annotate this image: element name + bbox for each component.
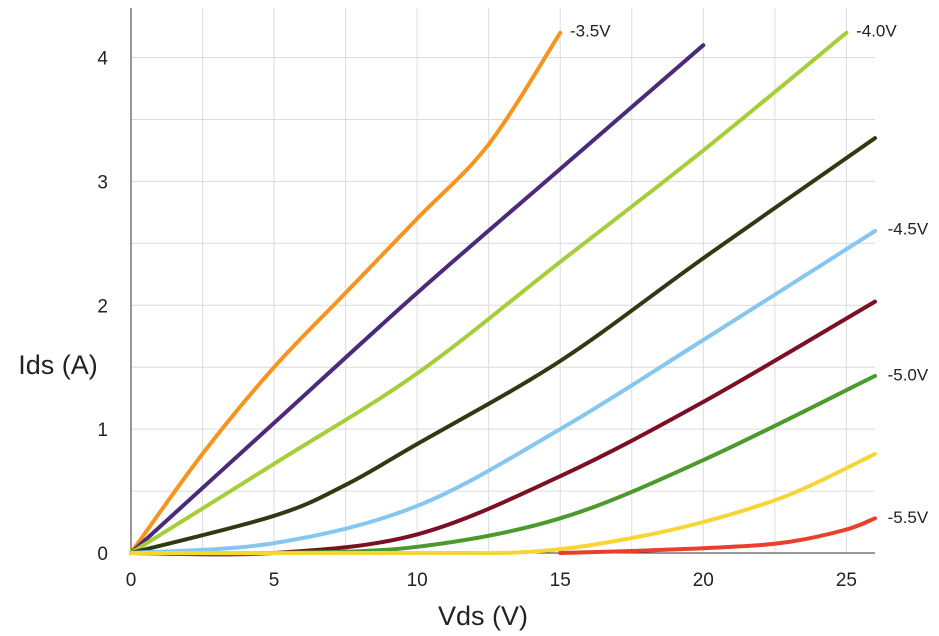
series-line-8 [129,451,877,556]
series-line-5 [129,229,877,555]
series-line-2 [129,43,706,555]
axes [130,8,875,554]
series-line-4 [129,136,877,555]
series-line-3 [129,30,849,555]
gridlines [131,8,875,553]
y-tick-label: 4 [97,49,108,70]
x-tick-label: 20 [693,570,714,591]
y-axis-title: Ids (A) [18,350,98,380]
y-tick-label: 3 [97,172,108,193]
series-line-1 [129,30,563,555]
series-line-9 [558,516,877,555]
x-axis-title: Vds (V) [438,601,528,631]
x-tick-label: 0 [126,570,137,591]
series-label-3: -4.5V [888,219,929,238]
x-tick-label: 5 [269,570,280,591]
x-tick-label: 25 [836,570,857,591]
data-labels: -3.5V -4.0V -4.5V -5.0V -5.5V [570,21,929,527]
y-tick-label: 1 [97,420,108,441]
y-tick-label: 0 [97,544,108,565]
series-label-2: -4.0V [856,21,897,40]
series-label-5: -5.5V [888,508,929,527]
tick-labels: 0 5 10 15 20 25 0 1 2 3 4 [97,49,857,591]
x-tick-label: 10 [407,570,428,591]
y-tick-label: 2 [97,296,108,317]
series-label-4: -5.0V [888,366,929,385]
x-tick-label: 15 [550,570,571,591]
series-label-1: -3.5V [570,21,611,40]
series-lines [129,30,877,557]
series-line-6 [129,299,877,557]
